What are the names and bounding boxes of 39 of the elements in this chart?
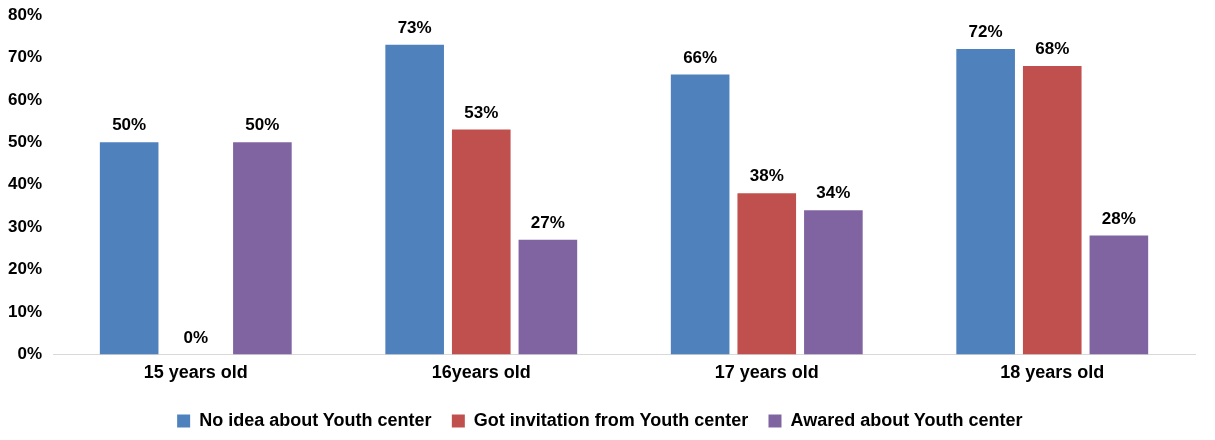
data-label: 27% <box>530 213 565 233</box>
x-tick-label: 15 years old <box>143 362 248 383</box>
x-tick-label: 17 years old <box>714 362 819 383</box>
legend-label: Got invitation from Youth center <box>473 409 749 430</box>
data-label: 0% <box>183 327 209 347</box>
data-label: 73% <box>397 17 432 37</box>
bar <box>804 210 863 355</box>
bar <box>99 142 159 355</box>
x-tick-label: 16years old <box>431 362 531 383</box>
legend-label: Awared about Youth center <box>790 409 1023 430</box>
bar <box>451 129 511 355</box>
data-label: 50% <box>112 115 147 135</box>
legend-label: No idea about Youth center <box>199 409 432 430</box>
bar <box>737 193 797 355</box>
data-label: 28% <box>1101 208 1136 228</box>
bar <box>1089 235 1149 355</box>
bar <box>385 44 444 355</box>
bar <box>1022 65 1082 355</box>
bar <box>233 142 292 355</box>
y-tick-label: 0% <box>17 344 43 364</box>
data-label: 50% <box>245 115 280 135</box>
y-tick-label: 40% <box>7 174 43 194</box>
y-tick-label: 20% <box>7 259 43 279</box>
y-tick-label: 30% <box>7 216 43 236</box>
x-tick-label: 18 years old <box>1000 362 1105 383</box>
bar <box>670 74 730 355</box>
bar <box>518 239 578 355</box>
data-label: 53% <box>464 102 499 122</box>
data-label: 34% <box>816 183 851 203</box>
y-tick-label: 50% <box>7 131 43 151</box>
y-tick-label: 10% <box>7 301 43 321</box>
bar <box>956 48 1015 355</box>
data-label: 68% <box>1035 39 1070 59</box>
y-tick-label: 60% <box>7 89 43 109</box>
data-label: 66% <box>683 47 718 67</box>
data-label: 38% <box>749 166 784 186</box>
data-label: 72% <box>968 22 1003 42</box>
y-tick-label: 70% <box>7 47 43 67</box>
y-tick-label: 80% <box>7 4 43 24</box>
